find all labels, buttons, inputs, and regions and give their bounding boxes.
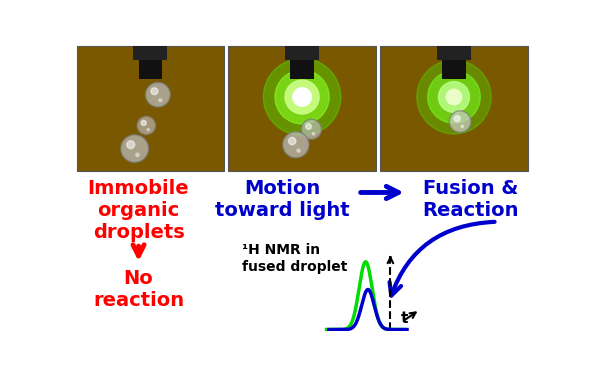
Circle shape — [137, 116, 155, 135]
Bar — [290, 46, 314, 78]
Text: ¹H NMR in
fused droplet: ¹H NMR in fused droplet — [242, 243, 347, 273]
Text: Fusion &
Reaction: Fusion & Reaction — [422, 179, 518, 220]
Circle shape — [127, 141, 134, 148]
Bar — [285, 46, 319, 60]
Circle shape — [417, 60, 491, 134]
Circle shape — [312, 133, 314, 135]
Circle shape — [297, 149, 300, 152]
Circle shape — [301, 119, 322, 140]
Circle shape — [136, 153, 139, 157]
Circle shape — [146, 82, 170, 107]
Circle shape — [147, 129, 149, 131]
Circle shape — [285, 80, 319, 114]
Circle shape — [446, 89, 462, 105]
Circle shape — [293, 88, 311, 106]
Bar — [437, 46, 471, 60]
Circle shape — [289, 137, 296, 145]
Circle shape — [454, 116, 460, 122]
Circle shape — [263, 58, 341, 135]
Bar — [380, 46, 527, 171]
Bar — [229, 46, 376, 171]
Bar — [77, 46, 224, 171]
Circle shape — [439, 81, 469, 112]
Text: No
reaction: No reaction — [93, 269, 184, 311]
Circle shape — [159, 99, 162, 102]
Circle shape — [461, 125, 464, 128]
Circle shape — [306, 124, 311, 129]
Circle shape — [449, 111, 471, 132]
Bar — [133, 46, 167, 60]
Text: t: t — [401, 311, 408, 326]
Circle shape — [428, 71, 481, 123]
Text: Immobile
organic
droplets: Immobile organic droplets — [88, 179, 190, 243]
Circle shape — [121, 135, 149, 163]
Circle shape — [141, 120, 146, 125]
Text: Motion
toward light: Motion toward light — [215, 179, 349, 220]
Circle shape — [151, 88, 158, 95]
Bar — [139, 46, 162, 78]
Circle shape — [275, 70, 329, 124]
Bar — [442, 46, 466, 78]
Circle shape — [283, 132, 309, 158]
